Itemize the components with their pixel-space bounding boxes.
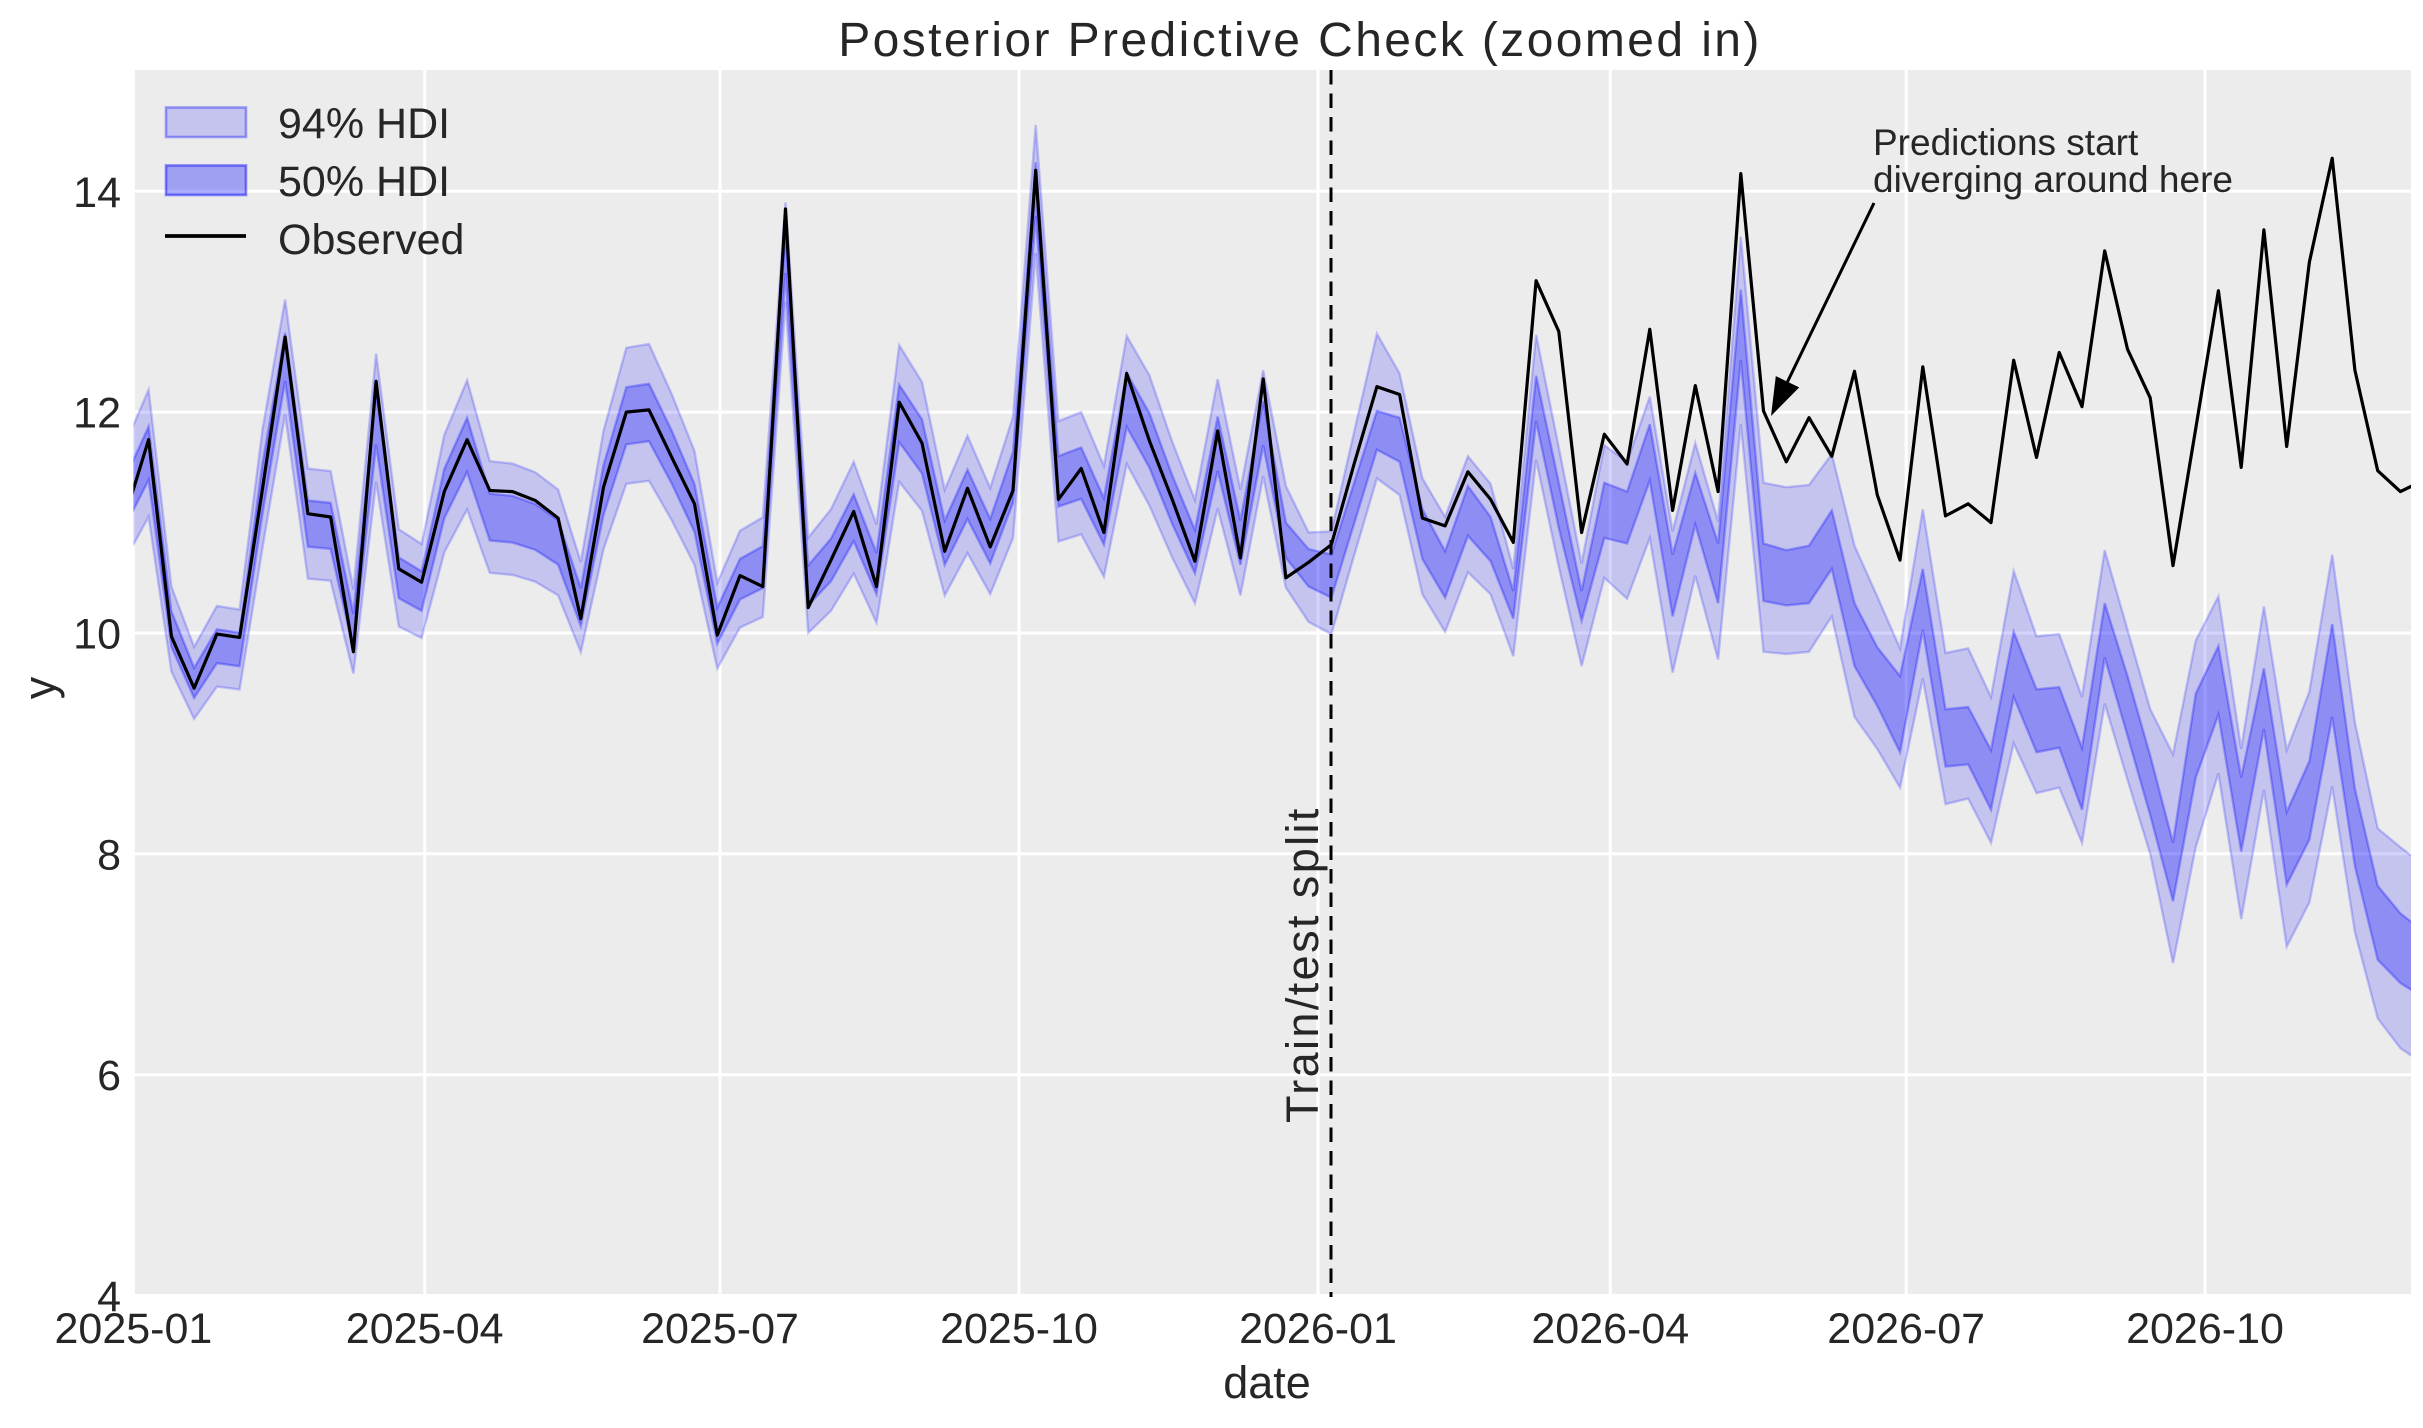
svg-text:y: y (14, 676, 65, 699)
svg-text:10: 10 (73, 611, 121, 659)
svg-text:2026-07: 2026-07 (1827, 1305, 1985, 1353)
svg-text:2025-04: 2025-04 (346, 1305, 504, 1353)
svg-text:94% HDI: 94% HDI (278, 100, 450, 148)
svg-text:Posterior Predictive Check (zo: Posterior Predictive Check (zoomed in) (838, 14, 1762, 67)
svg-text:50% HDI: 50% HDI (278, 158, 450, 206)
svg-text:12: 12 (73, 390, 121, 438)
svg-text:2025-07: 2025-07 (641, 1305, 799, 1353)
svg-text:6: 6 (97, 1052, 121, 1100)
svg-text:diverging around here: diverging around here (1873, 159, 2233, 200)
svg-text:Train/test split: Train/test split (1277, 806, 1328, 1123)
svg-text:8: 8 (97, 831, 121, 879)
svg-text:2026-10: 2026-10 (2126, 1305, 2284, 1353)
svg-text:2026-04: 2026-04 (1531, 1305, 1689, 1353)
svg-text:2025-10: 2025-10 (940, 1305, 1098, 1353)
svg-text:4: 4 (97, 1273, 121, 1321)
svg-text:2025-01: 2025-01 (54, 1305, 212, 1353)
svg-text:2026-01: 2026-01 (1239, 1305, 1397, 1353)
svg-text:14: 14 (73, 169, 121, 217)
svg-text:date: date (1223, 1357, 1311, 1408)
svg-text:Observed: Observed (278, 216, 464, 264)
svg-text:Predictions start: Predictions start (1873, 122, 2139, 163)
